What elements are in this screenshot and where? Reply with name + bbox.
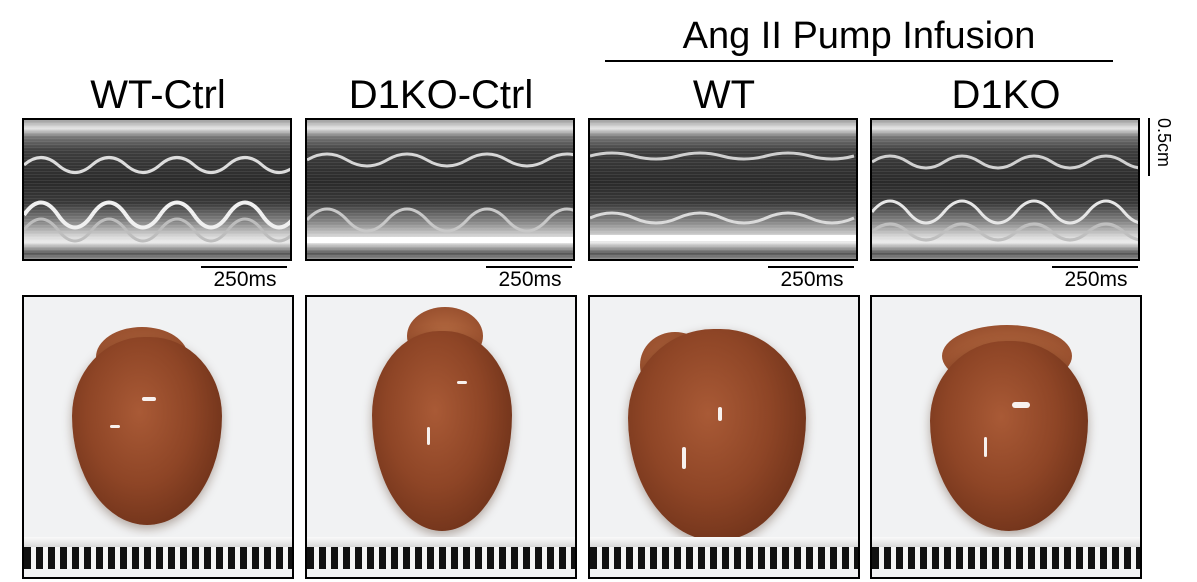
- echo-trace: [24, 156, 290, 243]
- group-header-label: Ang II Pump Infusion: [682, 15, 1036, 57]
- heart-icon: [930, 341, 1088, 531]
- vertical-scale-bar: [1148, 118, 1150, 176]
- panel-bottom-line: [305, 577, 577, 579]
- column-label-wt: WT: [692, 73, 756, 117]
- echo-panel-d1ko: [870, 118, 1140, 261]
- glare: [718, 407, 722, 421]
- heart-icon: [628, 329, 806, 541]
- echo-trace: [872, 154, 1138, 242]
- heart-icon: [72, 337, 222, 525]
- glare: [457, 381, 467, 384]
- time-scale-label: 250ms: [780, 268, 844, 291]
- time-scale-label: 250ms: [213, 268, 277, 291]
- glare: [427, 427, 430, 445]
- time-scale-bar: [768, 266, 854, 268]
- time-scale-bar: [1052, 266, 1138, 268]
- heart-photo-wt-angii: [588, 295, 860, 579]
- glare: [984, 437, 987, 457]
- heart-photo-d1ko-ctrl: [305, 295, 577, 579]
- time-scale-bar: [201, 266, 287, 268]
- echo-trace: [590, 151, 856, 241]
- column-label-d1ko: D1KO: [951, 73, 1061, 117]
- ruler: [590, 547, 858, 569]
- heart-icon: [372, 331, 512, 531]
- heart-photo-wt-ctrl: [22, 295, 294, 579]
- ruler-edge: [590, 537, 858, 547]
- time-scale-label: 250ms: [498, 268, 562, 291]
- echo-panel-wt: [588, 118, 858, 261]
- column-label-wt-ctrl: WT-Ctrl: [90, 73, 226, 117]
- heart-photo-d1ko-angii: [870, 295, 1142, 579]
- echo-trace: [307, 152, 573, 243]
- time-scale-label: 250ms: [1064, 268, 1128, 291]
- ruler: [24, 547, 292, 569]
- column-label-d1ko-ctrl: D1KO-Ctrl: [348, 73, 534, 117]
- panel-bottom-line: [870, 577, 1142, 579]
- ruler: [307, 547, 575, 569]
- vertical-scale-label: 0.5cm: [1154, 118, 1174, 168]
- glare: [110, 425, 120, 428]
- glare: [142, 397, 156, 401]
- panel-bottom-line: [588, 577, 860, 579]
- time-scale-bar: [486, 266, 572, 268]
- group-header-line: [605, 60, 1113, 62]
- ruler-edge: [24, 537, 292, 547]
- glare: [1012, 402, 1030, 408]
- panel-bottom-line: [22, 577, 294, 579]
- ruler-edge: [872, 537, 1140, 547]
- ruler-edge: [307, 537, 575, 547]
- echo-panel-d1ko-ctrl: [305, 118, 575, 261]
- echo-panel-wt-ctrl: [22, 118, 292, 261]
- ruler: [872, 547, 1140, 569]
- glare: [682, 447, 686, 469]
